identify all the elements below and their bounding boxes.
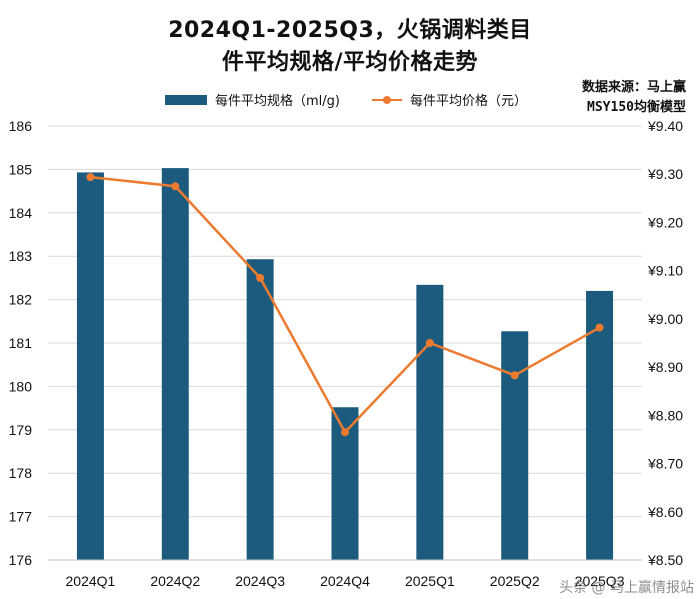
y-right-tick-label: ¥8.50 — [647, 552, 683, 568]
y-left-tick-label: 186 — [9, 118, 33, 134]
legend-bar-swatch — [165, 94, 207, 105]
legend-line-label: 每件平均价格（元） — [410, 94, 528, 109]
y-left-tick-label: 184 — [9, 205, 33, 221]
legend-bar-label: 每件平均规格（ml/g) — [215, 94, 340, 109]
y-right-tick-label: ¥8.60 — [647, 504, 683, 520]
x-tick-label: 2025Q3 — [575, 573, 625, 589]
price-point — [171, 182, 180, 191]
y-left-tick-label: 179 — [9, 422, 33, 438]
y-right-tick-label: ¥9.30 — [647, 166, 683, 182]
y-left-tick-label: 181 — [9, 335, 33, 351]
data-source-model: MSY150均衡模型 — [587, 100, 686, 115]
price-point — [341, 428, 349, 437]
y-right-tick-label: ¥9.20 — [647, 214, 683, 230]
watermark: 头条 @ 马上赢情报站 — [559, 580, 694, 596]
y-left-tick-label: 183 — [9, 248, 33, 264]
x-tick-label: 2024Q1 — [66, 573, 116, 589]
y-left-tick-label: 177 — [9, 509, 33, 525]
legend-item-line: 每件平均价格（元） — [372, 90, 527, 109]
price-point — [256, 273, 265, 282]
y-right-tick-label: ¥9.10 — [647, 263, 683, 279]
y-right-tick-label: ¥9.00 — [647, 311, 683, 327]
y-right-tick-label: ¥8.70 — [647, 456, 683, 472]
price-point — [510, 371, 519, 380]
price-point — [595, 323, 604, 332]
y-left-tick-label: 180 — [9, 378, 33, 394]
y-left-tick-label: 182 — [9, 292, 33, 308]
y-left-tick-label: 178 — [9, 465, 33, 481]
y-left-tick-label: 185 — [9, 161, 33, 177]
y-right-tick-label: ¥9.40 — [647, 118, 683, 134]
price-point — [425, 339, 434, 347]
bar — [161, 168, 189, 560]
legend-item-bar: 每件平均规格（ml/g) — [165, 90, 340, 109]
x-tick-label: 2024Q4 — [320, 573, 370, 589]
x-tick-label: 2024Q2 — [150, 573, 200, 589]
bar — [416, 284, 444, 560]
bar — [76, 172, 104, 561]
y-right-tick-label: ¥8.80 — [647, 407, 683, 423]
x-tick-label: 2024Q3 — [235, 573, 285, 589]
y-left-tick-label: 176 — [9, 552, 33, 568]
bar — [586, 290, 614, 560]
data-source-label: 数据来源：马上赢 — [581, 80, 686, 95]
bar — [501, 331, 529, 560]
x-tick-label: 2025Q1 — [405, 573, 455, 589]
x-tick-label: 2025Q2 — [490, 573, 540, 589]
legend-line-swatch — [372, 95, 402, 105]
y-right-tick-label: ¥8.90 — [647, 359, 683, 375]
chart-title-line1: 2024Q1-2025Q3，火锅调料类目 — [168, 18, 532, 43]
chart-title-line2: 件平均规格/平均价格走势 — [221, 50, 479, 75]
price-point — [86, 173, 95, 182]
bar — [246, 259, 274, 560]
